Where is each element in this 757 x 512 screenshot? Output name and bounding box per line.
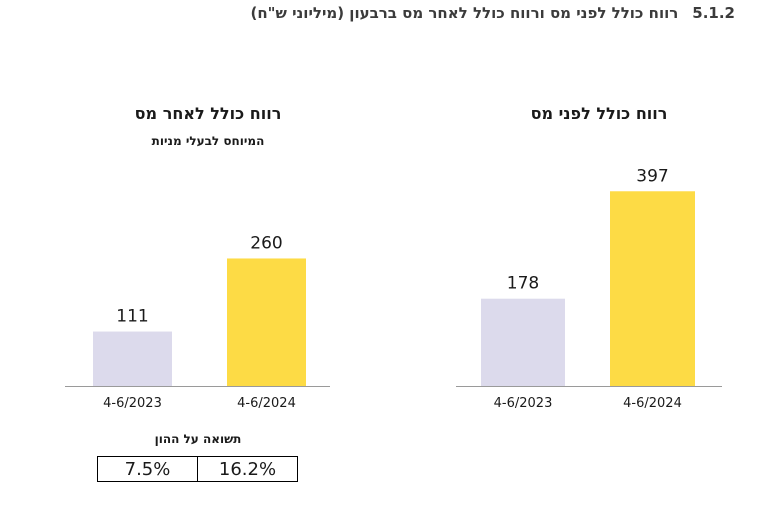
after-tax-value-label-1: 260 xyxy=(250,233,282,253)
pre-tax-bar-0 xyxy=(481,298,565,386)
after-tax-bar-1 xyxy=(227,258,306,386)
roe-table: 7.5% 16.2% xyxy=(97,456,298,482)
after-tax-chart-subtitle: המיוחס לבעלי מניות xyxy=(151,134,265,148)
section-number: 5.1.2 xyxy=(692,4,735,22)
after-tax-chart-title: רווח כולל לאחר מס xyxy=(134,104,282,123)
pre-tax-category-label-1: 4-6/2024 xyxy=(623,396,682,411)
pre-tax-bar-1 xyxy=(610,191,695,386)
pre-tax-category-label-0: 4-6/2023 xyxy=(494,396,553,411)
pre-tax-chart: 178 4-6/2023 397 4-6/2024 xyxy=(456,166,722,411)
roe-value-2023: 7.5% xyxy=(124,458,171,480)
after-tax-category-label-0: 4-6/2023 xyxy=(103,396,162,411)
roe-value-2024: 16.2% xyxy=(197,457,297,481)
after-tax-chart: 111 4-6/2023 260 4-6/2024 xyxy=(65,233,330,411)
section-title: רווח כולל לפני מס ורווח כולל לאחר מס ברב… xyxy=(250,4,679,22)
after-tax-bar-0 xyxy=(93,331,172,386)
pre-tax-value-label-0: 178 xyxy=(507,274,539,294)
section-heading: 5.1.2 רווח כולל לפני מס ורווח כולל לאחר מ… xyxy=(251,4,735,22)
after-tax-category-label-1: 4-6/2024 xyxy=(237,396,296,411)
pre-tax-value-label-1: 397 xyxy=(636,166,668,186)
after-tax-value-label-0: 111 xyxy=(116,307,148,327)
roe-label: תשואה על ההון xyxy=(154,432,242,446)
pre-tax-chart-title: רווח כולל לפני מס xyxy=(530,104,668,123)
